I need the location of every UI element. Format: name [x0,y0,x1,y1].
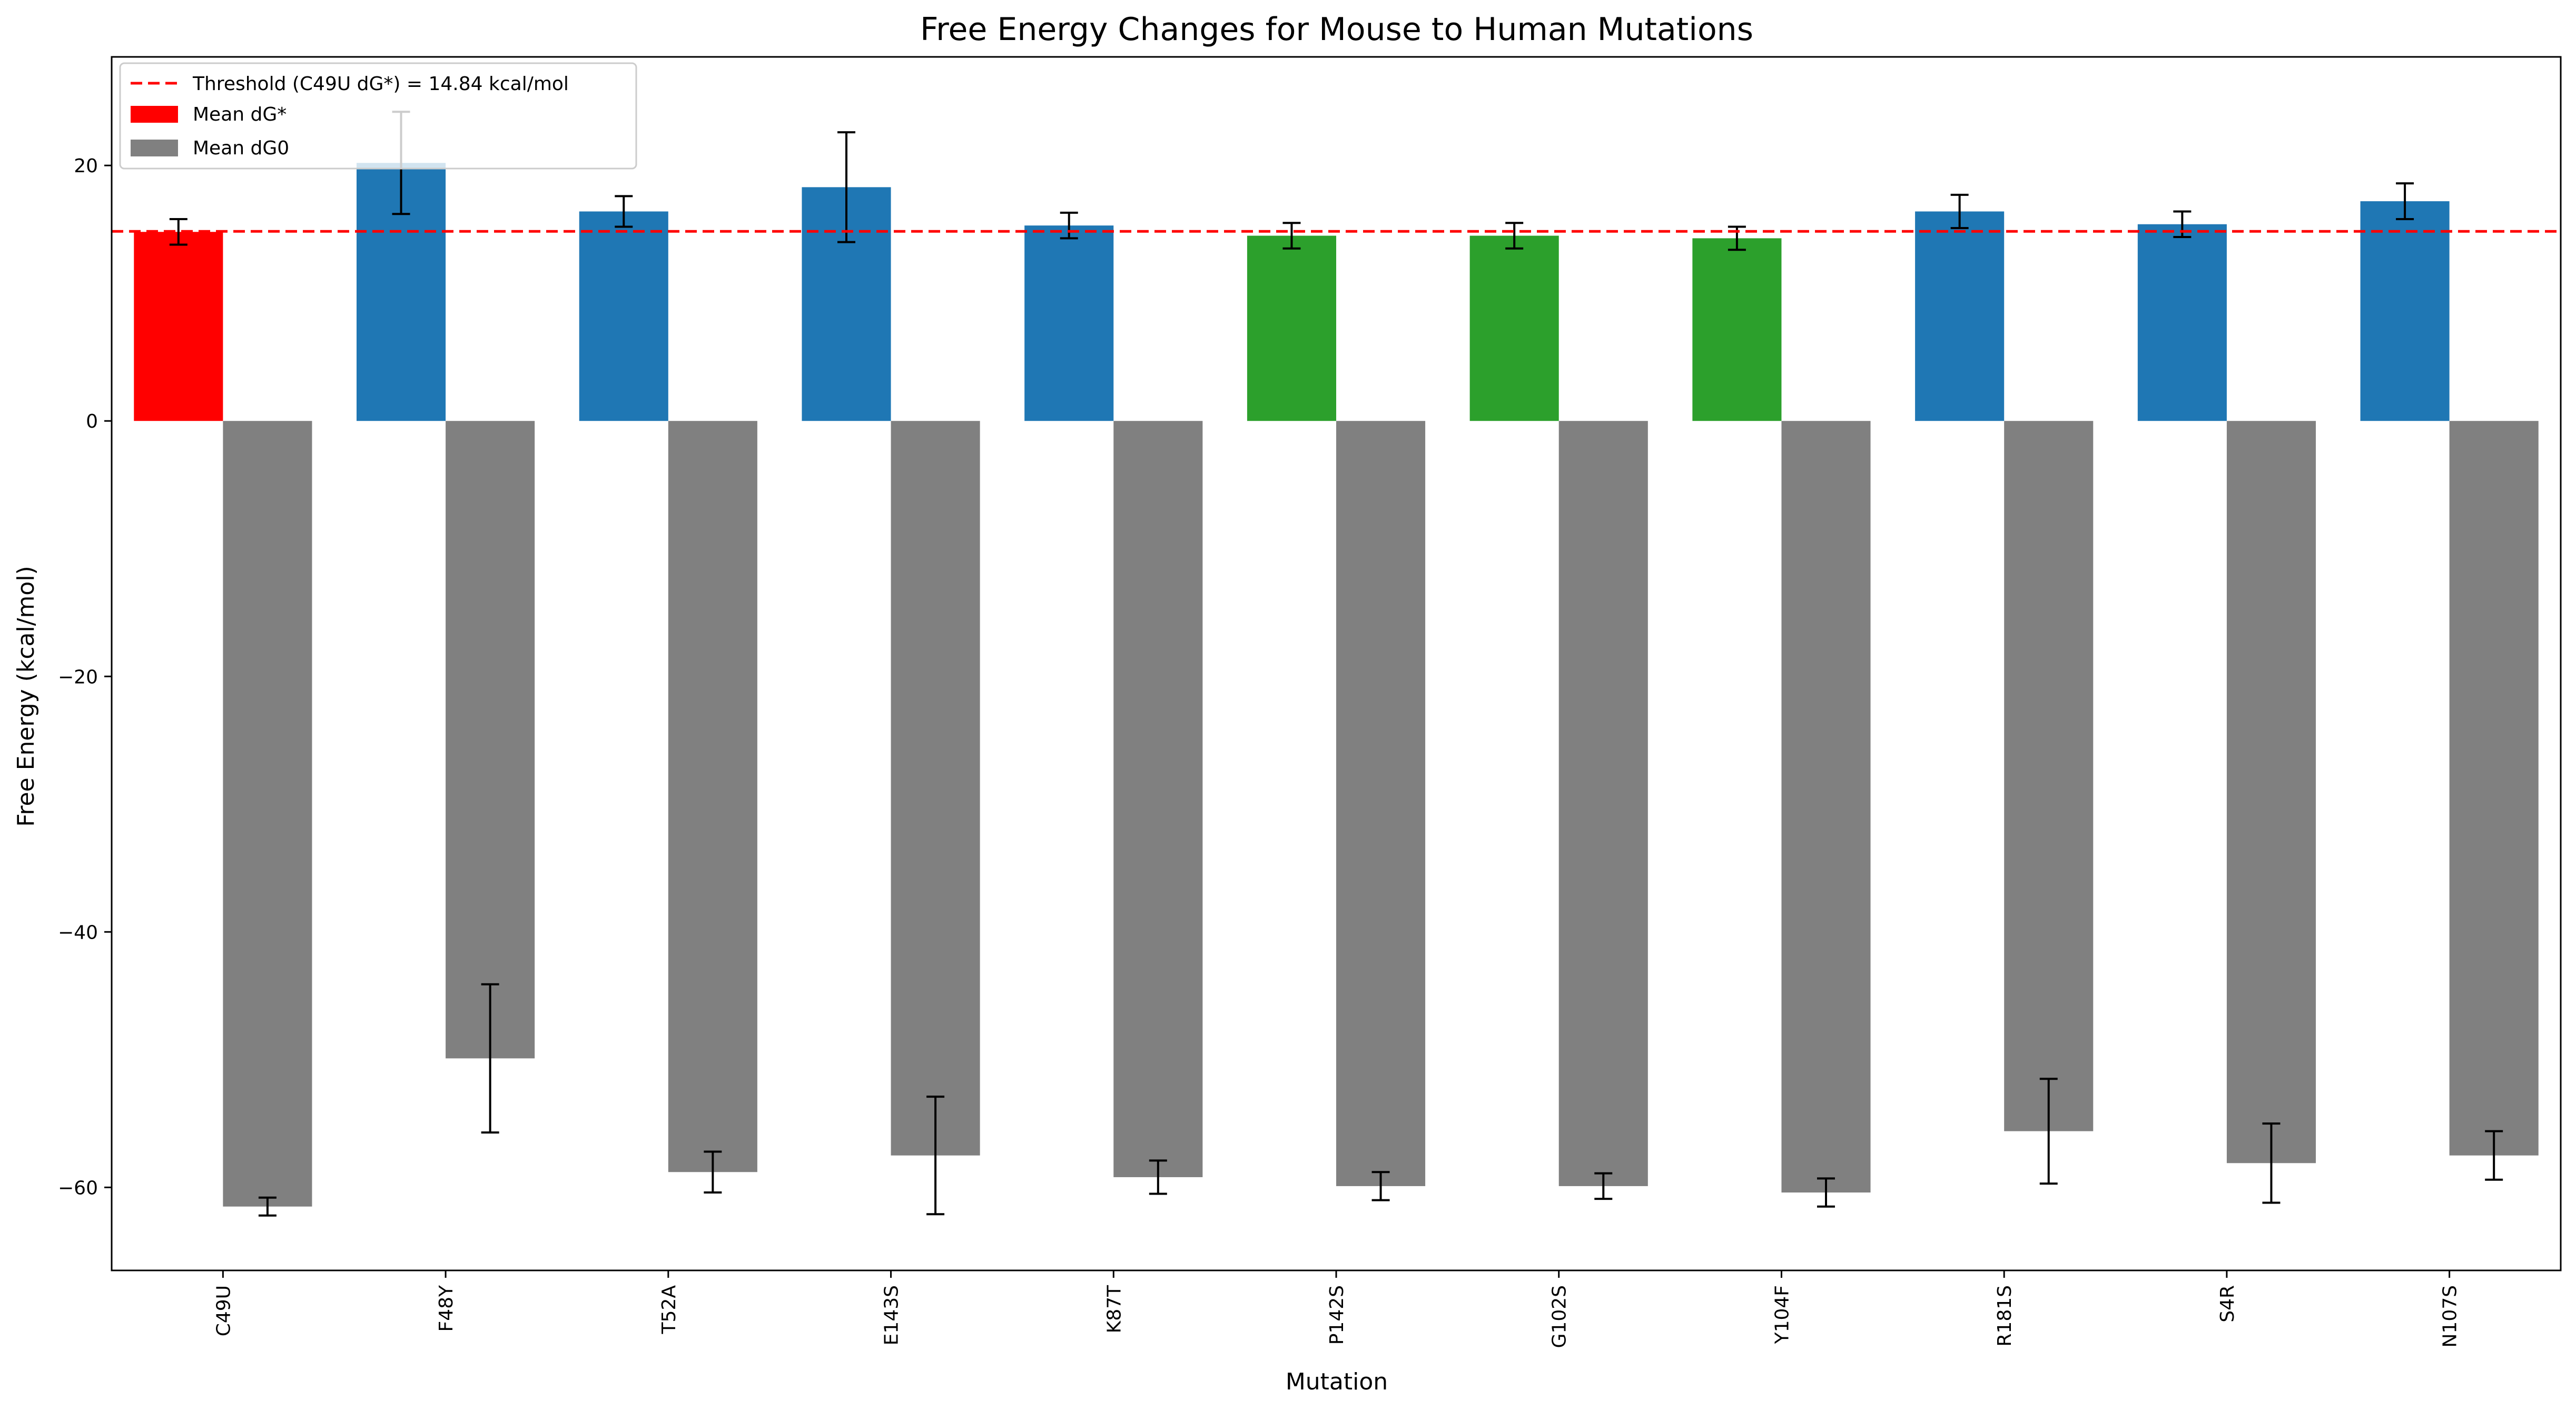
x-tick-label-P142S: P142S [1326,1285,1348,1345]
bar-dg0-Y104F [1781,421,1871,1193]
errorbar-dgstar-C49U [169,218,187,246]
errorbar-dg0-F48Y [481,983,499,1134]
errorbar-dg0-K87T [1149,1159,1167,1195]
legend-box [119,62,637,170]
errorbar-dg0-C49U [258,1196,277,1217]
legend-dgstar-swatch [131,106,178,123]
bar-dgstar-T52A [579,211,668,421]
y-axis-label: Free Energy (kcal/mol) [13,566,40,826]
x-tick-label-R181S: R181S [1994,1285,2016,1347]
chart-title: Free Energy Changes for Mouse to Human M… [920,11,1753,48]
legend-dg0-swatch [131,140,178,156]
errorbar-dg0-E143S [926,1096,945,1216]
legend-dgstar-label: Mean dG* [193,104,287,125]
y-tick-label: −20 [58,666,98,688]
errorbar-dg0-P142S [1371,1171,1390,1201]
bar-dgstar-C49U [134,232,223,421]
x-tick-label-N107S: N107S [2440,1285,2461,1348]
bar-dg0-T52A [668,421,757,1172]
errorbar-dgstar-T52A [615,195,633,228]
errorbar-dgstar-P142S [1282,222,1301,250]
bars-group [134,163,2539,1207]
x-tick-label-F48Y: F48Y [436,1285,457,1332]
errorbar-dg0-R181S [2039,1078,2058,1185]
bar-dgstar-S4R [2137,224,2227,421]
legend: Threshold (C49U dG*) = 14.84 kcal/mol Me… [119,62,637,170]
bar-dg0-N107S [2449,421,2539,1156]
errorbar-dgstar-R181S [1950,193,1969,229]
errorbar-dgstar-E143S [837,131,855,243]
legend-threshold-label: Threshold (C49U dG*) = 14.84 kcal/mol [192,73,569,95]
bar-dgstar-R181S [1915,211,2005,421]
x-tick-label-Y104F: Y104F [1771,1285,1793,1344]
x-axis-label: Mutation [1286,1368,1388,1395]
legend-dg0-label: Mean dG0 [193,137,289,159]
errorbar-dg0-N107S [2485,1130,2503,1181]
errorbar-dgstar-N107S [2396,182,2414,221]
errorbar-dg0-Y104F [1817,1177,1835,1208]
bar-dgstar-Y104F [1692,238,1782,421]
x-axis: C49U F48Y T52A E143S K87T P142S G102S Y104F R181… [213,1270,2461,1348]
errorbars-group [169,111,2503,1217]
errorbar-dgstar-G102S [1505,222,1524,250]
x-tick-label-S4R: S4R [2217,1285,2238,1323]
bar-dg0-E143S [891,421,980,1156]
x-tick-label-G102S: G102S [1549,1285,1571,1348]
errorbar-dgstar-S4R [2173,210,2192,238]
bar-dgstar-G102S [1469,235,1559,421]
errorbar-dgstar-K87T [1060,211,1078,240]
x-tick-label-K87T: K87T [1103,1285,1125,1333]
bar-dg0-C49U [223,421,312,1207]
errorbar-dg0-S4R [2262,1122,2281,1204]
bar-dg0-S4R [2226,421,2316,1164]
errorbar-dg0-G102S [1594,1172,1613,1200]
bar-dg0-P142S [1336,421,1426,1186]
x-tick-label-T52A: T52A [658,1285,680,1335]
y-tick-label: −60 [58,1177,98,1199]
bar-dg0-R181S [2004,421,2094,1131]
bar-dgstar-N107S [2360,201,2450,421]
y-tick-label: 20 [74,155,98,177]
bar-dgstar-P142S [1247,235,1336,421]
bar-dgstar-K87T [1024,225,1114,421]
x-tick-label-E143S: E143S [881,1285,903,1345]
y-tick-label: 0 [86,411,98,432]
errorbar-dg0-T52A [704,1150,722,1194]
bar-dg0-G102S [1558,421,1648,1186]
y-axis: −60 −40 −20 0 20 [58,155,112,1199]
y-tick-label: −40 [58,922,98,943]
x-tick-label-C49U: C49U [213,1285,234,1336]
bar-dg0-K87T [1113,421,1203,1177]
bar-dg0-F48Y [446,421,535,1059]
